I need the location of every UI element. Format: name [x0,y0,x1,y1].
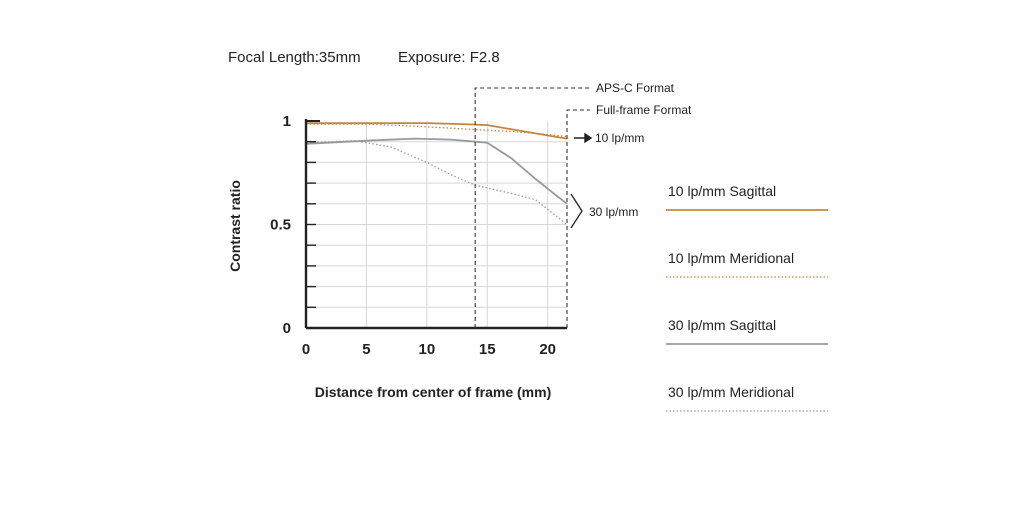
legend: 10 lp/mm Sagittal 10 lp/mm Meridional 30 l… [666,183,828,412]
series-line-1 [306,122,568,140]
x-axis-label: Distance from center of frame (mm) [315,384,552,400]
series-line-4 [305,140,568,226]
y-tick-label: 0 [283,320,291,337]
x-tick-labels: 0 5 10 15 20 [302,341,556,358]
y-axis-label: Contrast ratio [227,180,243,272]
series-line-3 [305,137,568,205]
legend-label-1: 10 lp/mm Sagittal [668,183,776,199]
y-tick-labels: 00.51 [270,113,291,337]
bracket-30lp-icon [570,193,583,229]
x-tick-label: 10 [418,341,435,358]
legend-label-3: 30 lp/mm Sagittal [668,317,776,333]
legend-label-2: 10 lp/mm Meridional [668,250,794,266]
x-tick-label: 20 [539,341,556,358]
arrow-10lp-icon [574,132,593,144]
axes [304,119,567,330]
exposure-label: Exposure: F2.8 [398,49,500,66]
focal-length-label: Focal Length:35mm [228,49,361,66]
grid [306,121,567,328]
fullframe-format-label: Full-frame Format [596,103,692,117]
y-tick-label: 1 [283,113,291,130]
fullframe-format-marker [566,109,590,328]
x-tick-label: 15 [479,341,496,358]
y-tick-label: 0.5 [270,217,291,234]
lp30-label: 30 lp/mm [589,205,638,219]
lp10-label: 10 lp/mm [595,131,644,145]
series-line-2 [306,123,568,138]
series-lines [305,122,568,226]
apsc-format-marker [474,87,590,328]
legend-label-4: 30 lp/mm Meridional [668,384,794,400]
x-tick-label: 0 [302,341,310,358]
apsc-format-label: APS-C Format [596,81,675,95]
x-tick-label: 5 [362,341,370,358]
